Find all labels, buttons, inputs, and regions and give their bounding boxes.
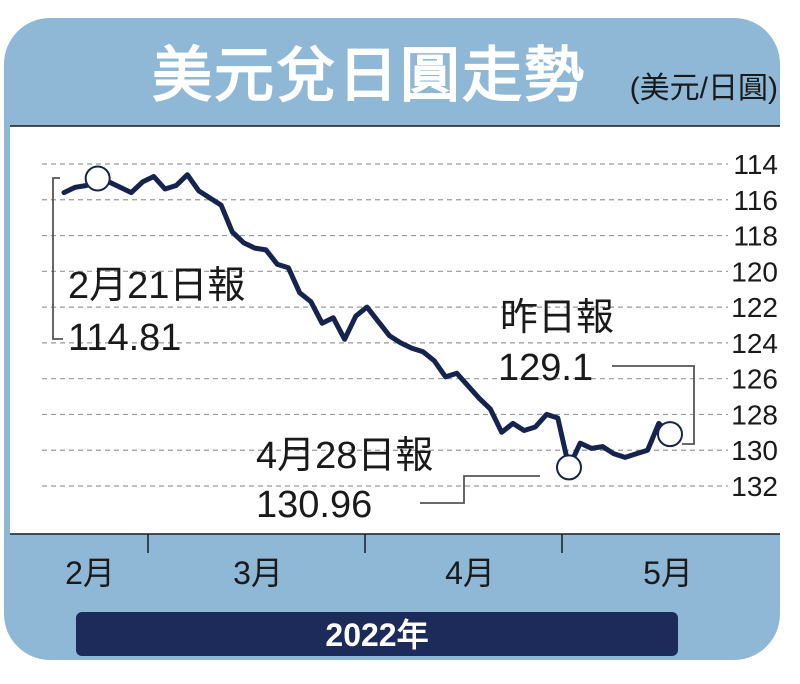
apr28-leader bbox=[420, 475, 540, 504]
y-tick-label: 126 bbox=[731, 364, 778, 395]
year-label: 2022年 bbox=[325, 617, 428, 653]
y-tick-label: 122 bbox=[731, 292, 778, 323]
y-tick-label: 120 bbox=[731, 256, 778, 287]
y-tick-label: 128 bbox=[731, 399, 778, 430]
chart-title: 美元兌日圓走勢 bbox=[152, 42, 586, 109]
y-tick-label: 124 bbox=[731, 328, 778, 359]
latest-annotation-value: 129.1 bbox=[498, 347, 593, 389]
y-tick-label: 118 bbox=[733, 221, 778, 252]
plot-area bbox=[10, 126, 780, 534]
apr28-marker bbox=[556, 454, 582, 481]
latest-leader bbox=[612, 365, 695, 445]
latest-annotation-label: 昨日報 bbox=[500, 297, 614, 339]
feb21-marker bbox=[84, 165, 111, 192]
x-label-apr: 4月 bbox=[445, 555, 495, 591]
callout-leaders bbox=[52, 177, 695, 504]
apr28-annotation-value: 130.96 bbox=[256, 484, 372, 526]
marker-group bbox=[84, 165, 683, 481]
latest-marker bbox=[657, 421, 683, 448]
y-tick-label: 132 bbox=[731, 471, 778, 502]
x-axis-separators bbox=[147, 534, 563, 553]
x-label-may: 5月 bbox=[643, 555, 693, 591]
feb21-annotation-value: 114.81 bbox=[68, 317, 181, 359]
feb21-leader bbox=[52, 177, 63, 340]
y-tick-label: 130 bbox=[731, 435, 778, 466]
feb21-annotation-label: 2月21日報 bbox=[68, 265, 245, 307]
y-tick-label: 116 bbox=[733, 185, 778, 216]
apr28-annotation-label: 4月28日報 bbox=[256, 435, 433, 477]
y-tick-label: 114 bbox=[733, 149, 778, 180]
y-axis-ticks: 114 116 118 120 122 124 126 128 130 132 bbox=[731, 149, 778, 502]
x-label-feb: 2月 bbox=[65, 555, 115, 591]
year-bar bbox=[76, 612, 678, 656]
chart-unit: (美元/日圓) bbox=[630, 72, 778, 105]
gridlines bbox=[42, 163, 728, 487]
x-label-mar: 3月 bbox=[233, 555, 283, 591]
